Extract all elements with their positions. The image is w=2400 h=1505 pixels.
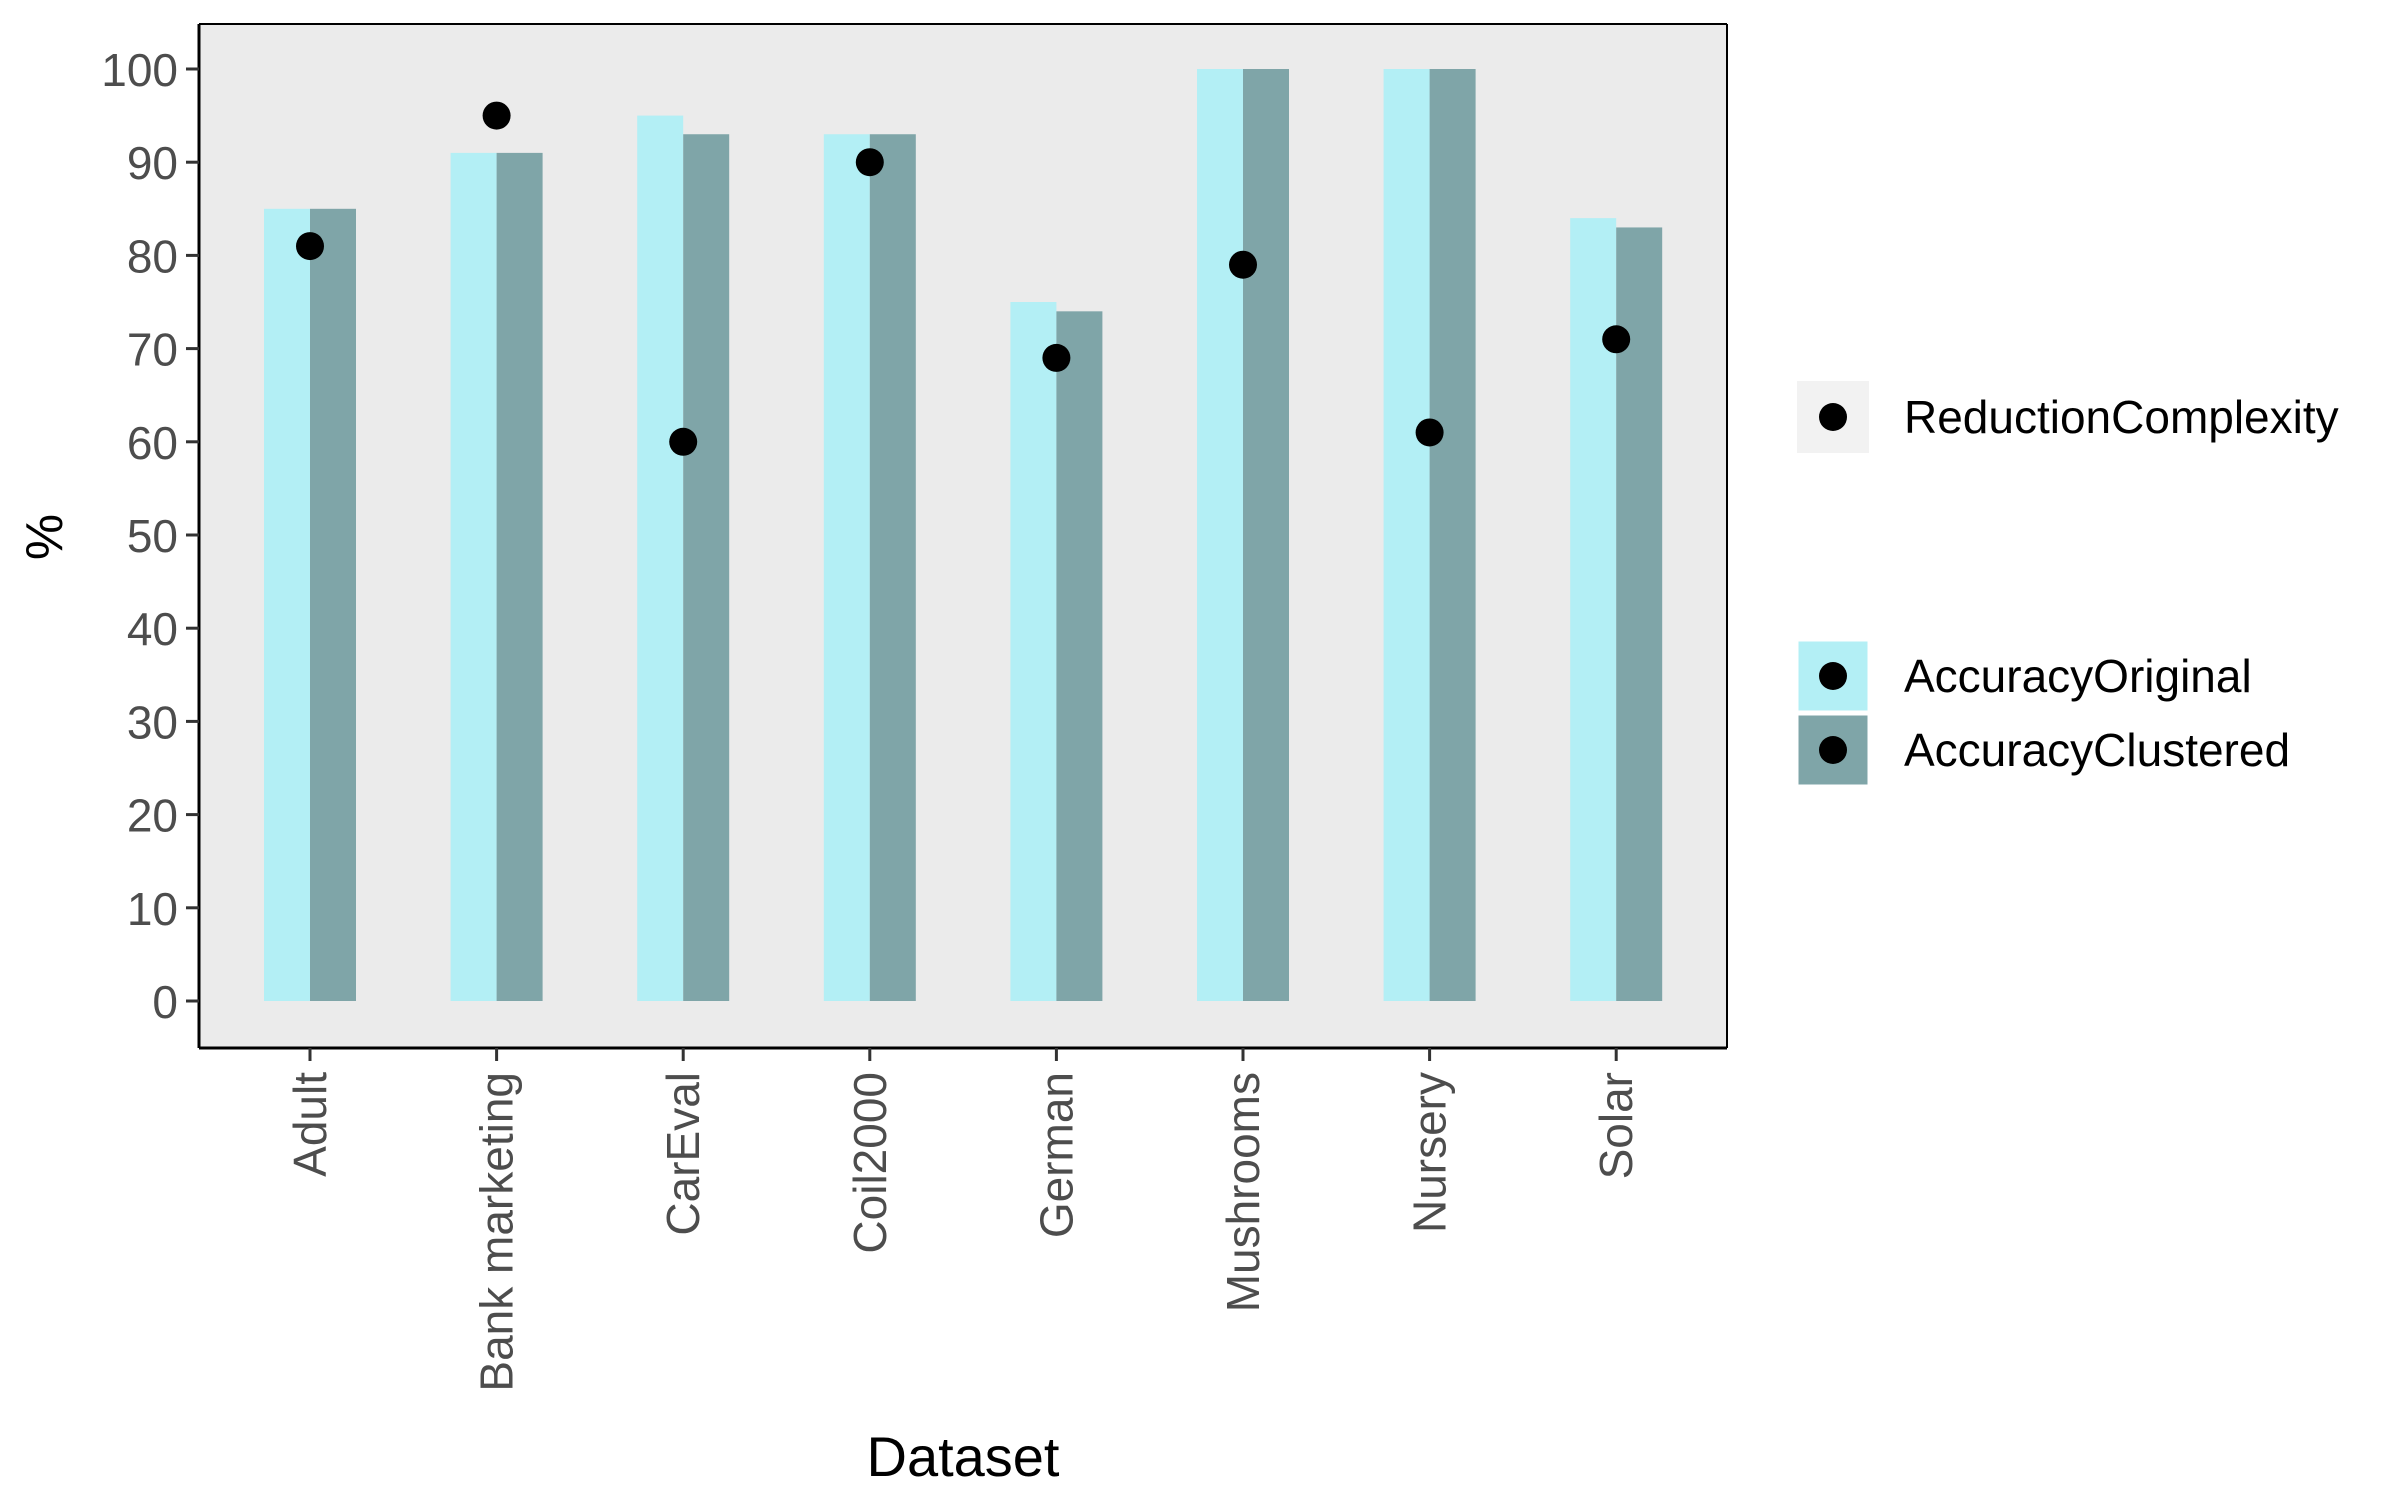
bar-accuracyoriginal-coil2000 <box>823 134 870 1002</box>
y-tick-label-90: 90 <box>127 137 178 189</box>
x-tick-label-coil2000: Coil2000 <box>844 1072 896 1254</box>
legend-key-point-accuracyclustered <box>1819 736 1847 764</box>
x-tick-label-solar: Solar <box>1590 1072 1642 1179</box>
x-axis-title: Dataset <box>867 1425 1060 1488</box>
legend-label-reductioncomplexity: ReductionComplexity <box>1904 391 2339 443</box>
point-reductioncomplexity-nursery <box>1415 418 1444 447</box>
y-tick-label-60: 60 <box>127 417 178 469</box>
y-ticks-layer: 0 10 20 30 40 50 60 70 80 90 100 <box>101 44 199 1028</box>
bar-accuracyoriginal-mushrooms <box>1197 69 1243 1001</box>
point-reductioncomplexity-mushrooms <box>1229 250 1257 279</box>
point-reductioncomplexity-coil2000 <box>855 148 884 177</box>
y-tick-label-80: 80 <box>127 230 178 282</box>
point-reductioncomplexity-solar <box>1602 325 1631 354</box>
y-tick-label-40: 40 <box>127 603 178 655</box>
y-tick-label-30: 30 <box>127 696 178 748</box>
y-tick-label-70: 70 <box>127 324 178 376</box>
bar-accuracyoriginal-nursery <box>1383 69 1430 1001</box>
y-tick-label-20: 20 <box>127 790 178 842</box>
point-reductioncomplexity-bank-marketing <box>482 101 511 130</box>
y-tick-label-0: 0 <box>152 976 178 1028</box>
y-tick-label-10: 10 <box>127 883 178 935</box>
legend-key-point-accuracyoriginal <box>1819 662 1847 690</box>
bar-accuracyoriginal-bank-marketing <box>450 152 497 1001</box>
legend-key-point-reductioncomplexity <box>1819 403 1847 431</box>
bar-accuracyclustered-nursery <box>1429 69 1476 1001</box>
x-tick-label-adult: Adult <box>284 1072 336 1177</box>
point-reductioncomplexity-adult <box>296 232 324 261</box>
y-axis-title: % <box>16 514 74 560</box>
bar-accuracyoriginal-adult <box>264 208 310 1002</box>
bar-accuracyclustered-coil2000 <box>869 134 916 1002</box>
x-ticks-layer: Adult Bank marketing CarEval Coil2000 German… <box>284 1048 1642 1392</box>
point-reductioncomplexity-german <box>1042 343 1071 372</box>
x-tick-label-careval: CarEval <box>657 1072 709 1236</box>
legend-label-accuracyoriginal: AccuracyOriginal <box>1904 650 2252 702</box>
bar-accuracyclustered-adult <box>310 208 356 1002</box>
x-tick-label-mushrooms: Mushrooms <box>1217 1072 1269 1312</box>
x-tick-label-nursery: Nursery <box>1404 1072 1456 1233</box>
bar-accuracyclustered-solar <box>1616 227 1663 1001</box>
bar-accuracyclustered-careval <box>683 134 730 1002</box>
y-tick-label-100: 100 <box>101 44 178 96</box>
bar-accuracyclustered-bank-marketing <box>496 152 543 1001</box>
legend-label-accuracyclustered: AccuracyClustered <box>1904 724 2290 776</box>
y-tick-label-50: 50 <box>127 510 178 562</box>
bar-accuracyoriginal-german <box>1010 302 1057 1001</box>
x-tick-label-german: German <box>1030 1072 1082 1238</box>
bar-accuracyclustered-mushrooms <box>1243 69 1289 1001</box>
point-reductioncomplexity-careval <box>669 427 698 456</box>
bar-accuracyclustered-german <box>1056 311 1103 1001</box>
x-tick-label-bank-marketing: Bank marketing <box>471 1072 523 1392</box>
bar-accuracyoriginal-careval <box>637 115 684 1002</box>
legend: ReductionComplexity AccuracyOriginal Accur… <box>1795 381 2339 788</box>
points-layer <box>296 101 1631 456</box>
bars-layer <box>264 69 1663 1002</box>
plot-panel <box>199 24 1727 1048</box>
